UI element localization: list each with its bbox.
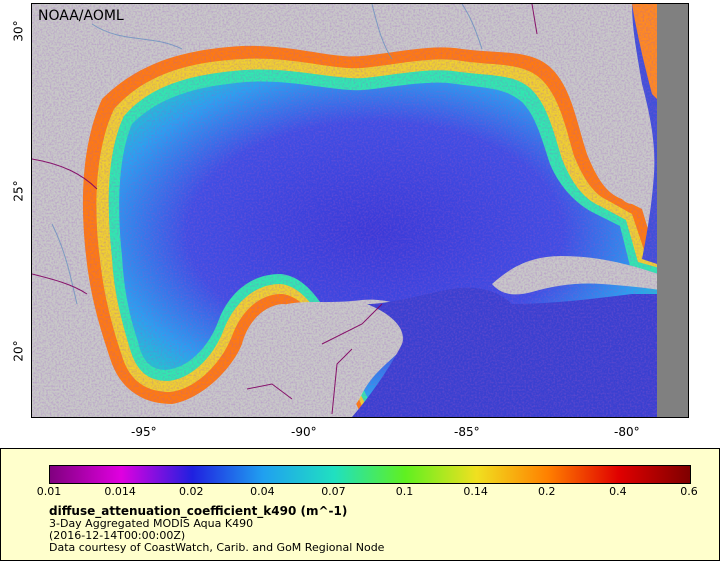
- credit-label: NOAA/AOML: [38, 8, 124, 24]
- legend-panel: 0.01 0.014 0.02 0.04 0.07 0.1 0.14 0.2 0.4 0.6 di…: [0, 448, 720, 561]
- lon-label-95: -95°: [131, 425, 157, 439]
- rivers: [51, 4, 483, 305]
- noise-texture: [32, 4, 688, 417]
- legend-title: diffuse_attenuation_coefficient_k490 (m^…: [49, 504, 348, 518]
- colorbar-tick-label: 0.014: [104, 485, 136, 498]
- colorbar-tick-label: 0.1: [395, 485, 414, 498]
- lat-label-20: 20°: [11, 340, 26, 362]
- lat-label-25: 25°: [11, 180, 26, 202]
- legend-subtitle: 3-Day Aggregated MODIS Aqua K490: [49, 517, 254, 530]
- colorbar-tick-label: 0.04: [250, 485, 275, 498]
- colorbar-tick-label: 0.14: [463, 485, 488, 498]
- colorbar: [49, 465, 691, 484]
- colorbar-tick-label: 0.07: [321, 485, 346, 498]
- lon-label-90: -90°: [291, 425, 317, 439]
- colorbar-tick-label: 0.6: [680, 485, 698, 498]
- map-area[interactable]: NOAA/AOML: [31, 3, 689, 418]
- lon-label-80: -80°: [614, 425, 640, 439]
- colorbar-tick-label: 0.02: [178, 485, 204, 498]
- colorbar-tick-label: 0.2: [538, 485, 556, 498]
- political-borders: [32, 4, 538, 415]
- lon-label-85: -85°: [454, 425, 480, 439]
- lat-label-30: 30°: [11, 20, 26, 42]
- colorbar-tick-label: 0.4: [609, 485, 627, 498]
- k490-map-image: [32, 4, 688, 417]
- legend-date: (2016-12-14T00:00:00Z): [49, 529, 186, 542]
- colorbar-tick-label: 0.01: [36, 485, 62, 498]
- legend-source: Data courtesy of CoastWatch, Carib. and …: [49, 541, 385, 554]
- no-data-strip: [657, 4, 688, 417]
